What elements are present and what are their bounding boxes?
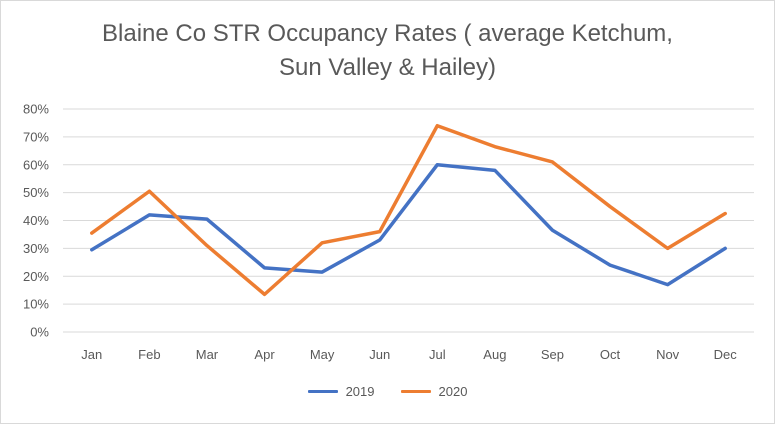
x-tick-label: Jul (429, 347, 446, 362)
legend-label: 2019 (345, 384, 375, 399)
legend: 2019 2020 (1, 384, 774, 399)
chart-title-line-1: Blaine Co STR Occupancy Rates ( average … (102, 20, 673, 47)
x-tick-label: Aug (483, 347, 506, 362)
y-tick-label: 50% (23, 185, 49, 200)
series-line-2020 (90, 123, 727, 297)
legend-swatch (400, 390, 431, 393)
y-tick-label: 0% (30, 325, 49, 340)
x-tick-label: Feb (138, 347, 160, 362)
x-axis-ticks: Jan Feb Mar Apr May Jun Jul Aug Sep Oct Nov Dec (81, 347, 737, 362)
x-tick-label: Nov (656, 347, 680, 362)
x-tick-label: Mar (196, 347, 219, 362)
x-tick-label: Jun (369, 347, 390, 362)
y-tick-label: 30% (23, 241, 49, 256)
series-lines (90, 123, 727, 297)
legend-item-2019: 2019 (307, 384, 375, 399)
y-tick-label: 20% (23, 269, 49, 284)
y-tick-label: 80% (23, 102, 49, 117)
y-tick-label: 40% (23, 213, 49, 228)
x-tick-label: Dec (714, 347, 738, 362)
legend-swatch (307, 390, 338, 393)
legend-label: 2020 (438, 384, 468, 399)
y-tick-label: 60% (23, 157, 49, 172)
series-line-2019 (90, 163, 727, 287)
chart-title: Blaine Co STR Occupancy Rates ( average … (1, 17, 774, 85)
x-tick-label: Apr (254, 347, 275, 362)
gridlines (63, 108, 754, 333)
legend-item-2020: 2020 (400, 384, 468, 399)
y-tick-label: 70% (23, 129, 49, 144)
x-tick-label: May (310, 347, 335, 362)
x-tick-label: Jan (81, 347, 102, 362)
chart-title-line-2: Sun Valley & Hailey) (279, 54, 496, 81)
x-tick-label: Oct (600, 347, 621, 362)
y-axis-ticks: 0% 10% 20% 30% 40% 50% 60% 70% 80% (23, 102, 49, 340)
y-tick-label: 10% (23, 297, 49, 312)
x-tick-label: Sep (541, 347, 564, 362)
